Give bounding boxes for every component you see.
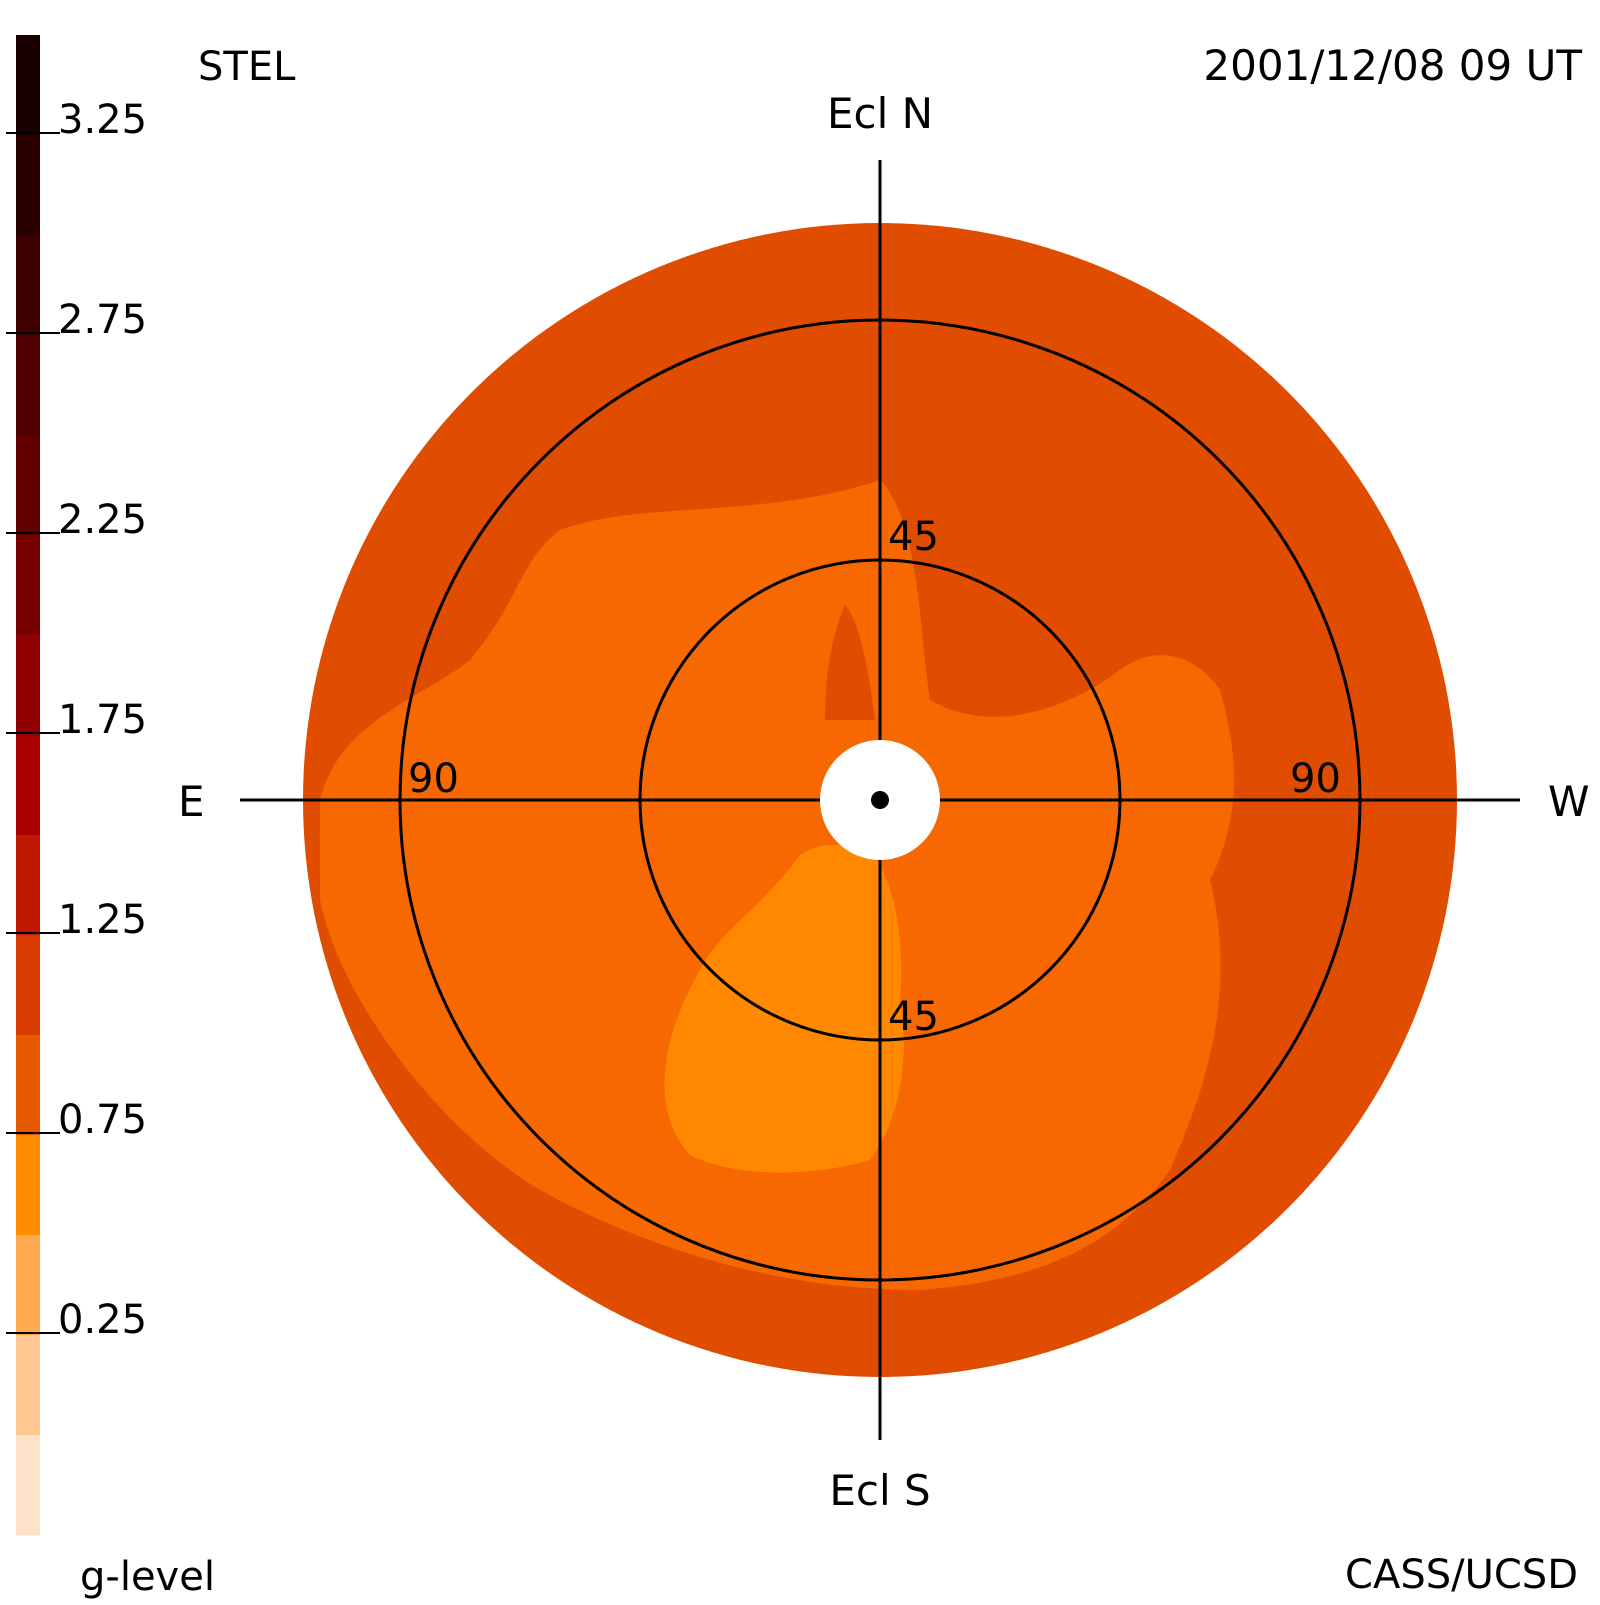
colorbar-title: g-level [80, 1554, 215, 1600]
color-bar-band [16, 735, 40, 836]
color-bar-tick-label: 0.75 [58, 1097, 147, 1143]
color-bar-band [16, 235, 40, 336]
color-bar-band [16, 835, 40, 936]
color-bar-band [16, 935, 40, 1036]
direction-west: W [1548, 777, 1590, 826]
color-bar-tick-label: 2.75 [58, 297, 147, 343]
direction-south: Ecl S [829, 1466, 930, 1515]
timestamp-label: 2001/12/08 09 UT [1203, 41, 1582, 90]
color-bar-band [16, 1235, 40, 1336]
color-bar-tick-label: 2.25 [58, 497, 147, 543]
color-bar [16, 35, 40, 1536]
ring-label-inner-bottom: 45 [888, 994, 939, 1040]
ring-label-outer-left: 90 [408, 756, 459, 802]
disk-region-dark-strip [825, 605, 875, 720]
color-bar-tick-label: 3.25 [58, 97, 147, 143]
color-bar-band [16, 135, 40, 236]
credit-label: CASS/UCSD [1345, 1552, 1578, 1598]
station-label: STEL [198, 44, 296, 90]
color-bar-tick-label: 1.25 [58, 897, 147, 943]
ring-label-outer-right: 90 [1290, 756, 1341, 802]
color-bar-ticks: 3.25 2.75 2.25 1.75 1.25 0.75 0.25 [6, 97, 147, 1343]
direction-east: E [178, 777, 205, 826]
ring-label-inner-top: 45 [888, 514, 939, 560]
color-bar-band [16, 1435, 40, 1536]
color-bar-band [16, 535, 40, 636]
color-bar-band [16, 635, 40, 736]
direction-north: Ecl N [827, 89, 933, 138]
color-bar-band [16, 35, 40, 136]
color-bar-band [16, 1135, 40, 1236]
color-bar-tick-label: 1.75 [58, 697, 147, 743]
sun-center-dot [871, 791, 889, 809]
color-bar-band [16, 1035, 40, 1136]
color-bar-band [16, 435, 40, 536]
disk-region-bright [664, 844, 904, 1173]
color-bar-band [16, 335, 40, 436]
color-bar-tick-label: 0.25 [58, 1297, 147, 1343]
color-bar-band [16, 1335, 40, 1436]
